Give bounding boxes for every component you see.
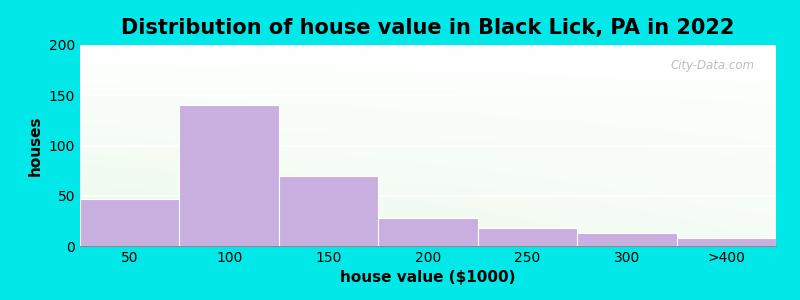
Bar (577, 233, 677, 246)
Title: Distribution of house value in Black Lick, PA in 2022: Distribution of house value in Black Lic… (122, 18, 734, 38)
Bar (478, 228, 577, 246)
Y-axis label: houses: houses (28, 115, 43, 176)
Bar (677, 238, 776, 246)
X-axis label: house value ($1000): house value ($1000) (340, 270, 516, 285)
Bar (80, 199, 179, 246)
Bar (378, 218, 478, 246)
Bar (279, 176, 378, 246)
Text: City-Data.com: City-Data.com (671, 59, 755, 72)
Bar (179, 105, 279, 246)
